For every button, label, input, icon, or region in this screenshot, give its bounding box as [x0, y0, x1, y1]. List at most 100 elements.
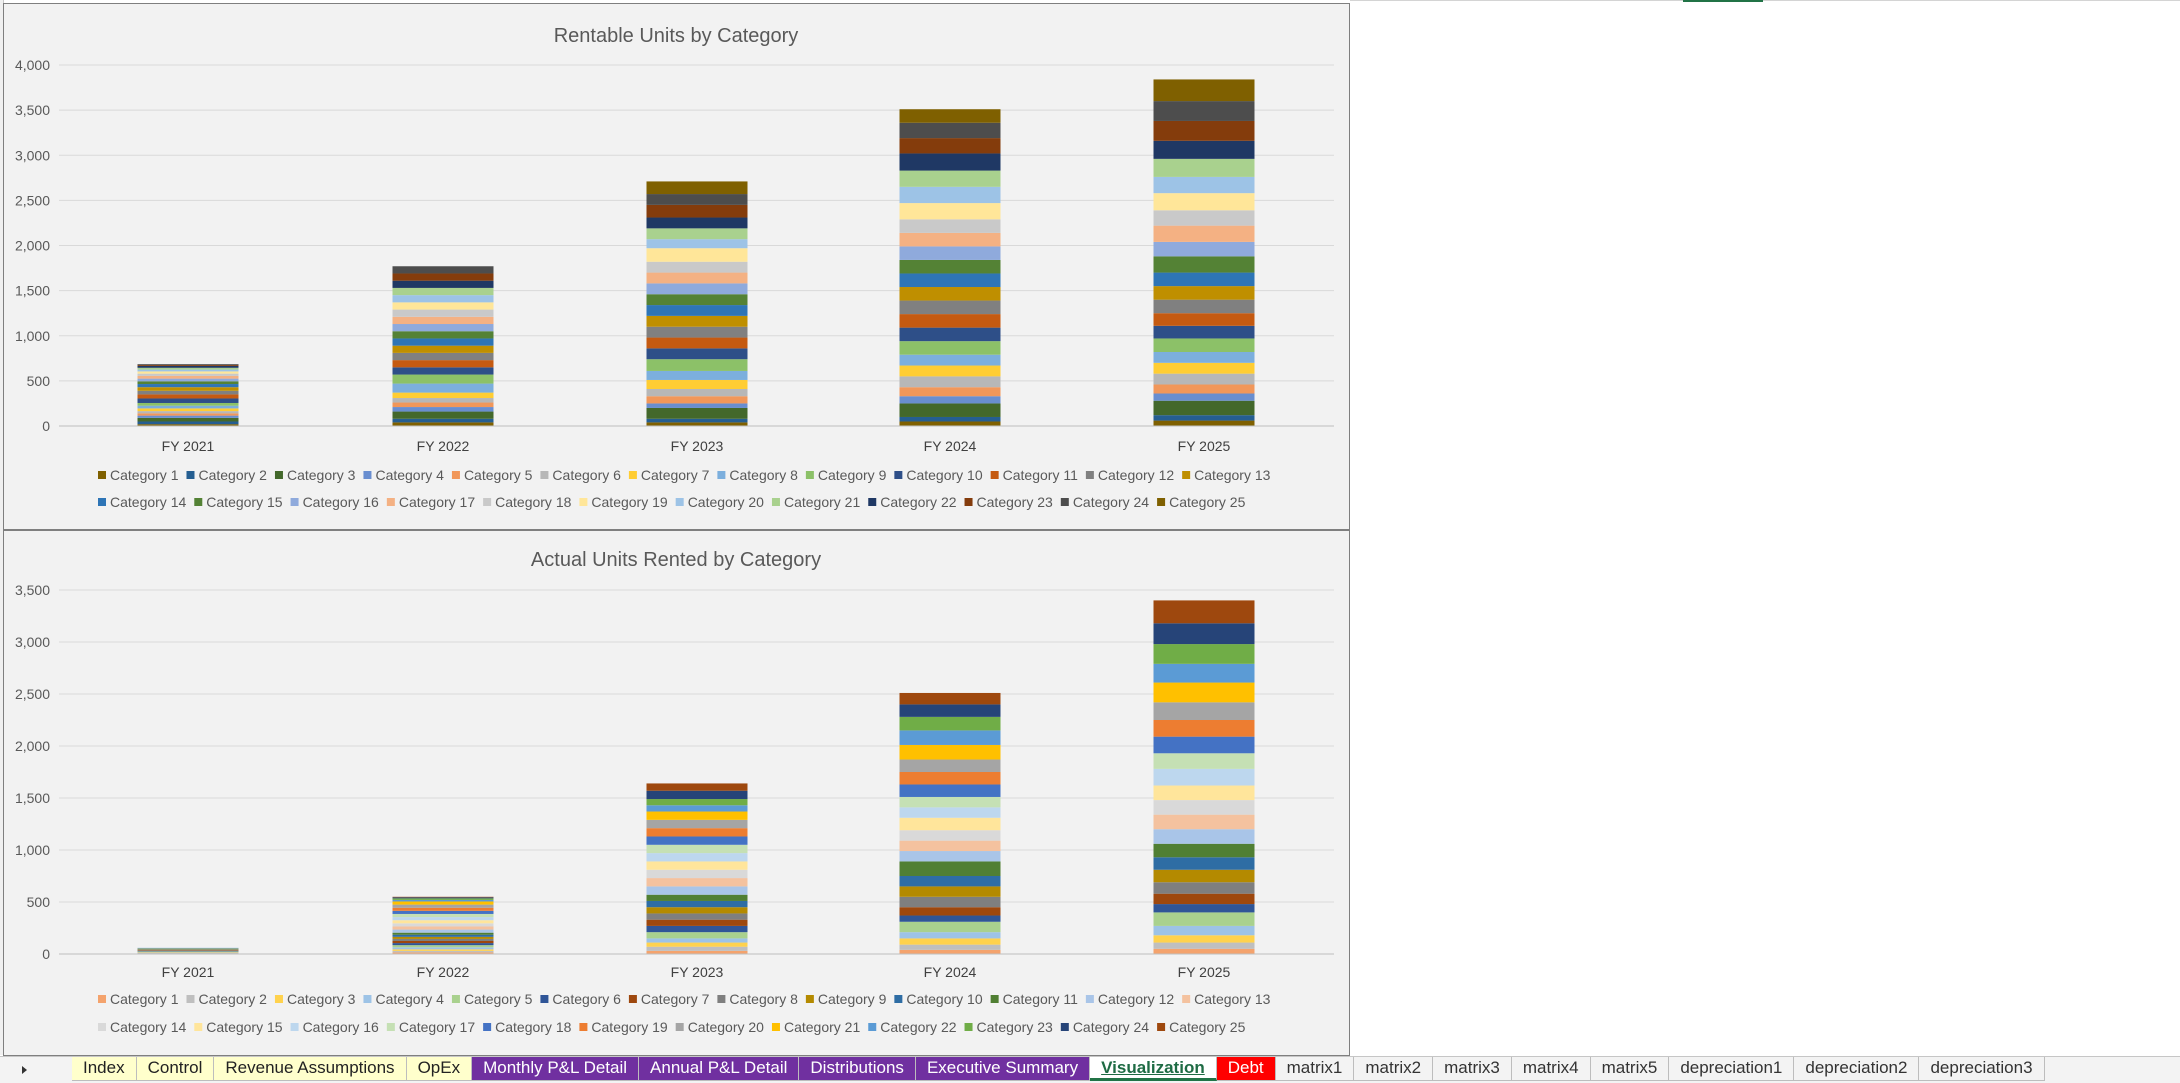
bar-segment[interactable] — [646, 407, 748, 419]
bar-segment[interactable] — [899, 851, 1001, 862]
bar-segment[interactable] — [1153, 800, 1255, 815]
bar-segment[interactable] — [646, 239, 748, 249]
bar-segment[interactable] — [646, 853, 748, 862]
bar-segment[interactable] — [1153, 925, 1255, 936]
bar-segment[interactable] — [1153, 600, 1255, 624]
legend-entry[interactable]: Category 17 — [399, 494, 475, 510]
bar-segment[interactable] — [899, 232, 1001, 247]
bar-segment[interactable] — [1153, 225, 1255, 242]
bar-segment[interactable] — [646, 913, 748, 920]
bar-segment[interactable] — [646, 305, 748, 316]
legend-entry[interactable]: Category 14 — [110, 494, 186, 510]
bar-segment[interactable] — [392, 917, 494, 921]
bar-segment[interactable] — [137, 408, 239, 412]
bar-segment[interactable] — [137, 947, 239, 949]
bar-segment[interactable] — [137, 948, 239, 949]
bar-segment[interactable] — [646, 950, 748, 954]
legend-entry[interactable]: Category 25 — [1169, 494, 1245, 510]
bar-segment[interactable] — [137, 949, 239, 951]
sheet-tab[interactable]: Index — [72, 1057, 137, 1081]
bar-segment[interactable] — [899, 730, 1001, 745]
legend-entry[interactable]: Category 11 — [1003, 467, 1078, 483]
bar-segment[interactable] — [137, 365, 239, 366]
bar-segment[interactable] — [899, 949, 1001, 954]
legend-entry[interactable]: Category 13 — [1194, 467, 1270, 483]
bar-segment[interactable] — [1153, 720, 1255, 737]
sheet-tab[interactable]: OpEx — [406, 1057, 473, 1081]
bar-segment[interactable] — [899, 932, 1001, 939]
sheet-scroll-right-button[interactable] — [0, 1057, 56, 1083]
bar-segment[interactable] — [899, 122, 1001, 139]
bar-segment[interactable] — [137, 390, 239, 395]
bar-segment[interactable] — [899, 896, 1001, 908]
bar-segment[interactable] — [646, 844, 748, 854]
bar-segment[interactable] — [899, 314, 1001, 328]
bar-segment[interactable] — [899, 784, 1001, 797]
legend-entry[interactable]: Category 6 — [552, 467, 621, 483]
sheet-tab[interactable]: Distributions — [799, 1057, 916, 1081]
bar-segment[interactable] — [646, 422, 748, 426]
bar-segment[interactable] — [646, 811, 748, 820]
legend-entry[interactable]: Category 10 — [906, 467, 982, 483]
bar-segment[interactable] — [392, 938, 494, 941]
sheet-tab[interactable]: Monthly P&L Detail — [472, 1057, 640, 1081]
bar-segment[interactable] — [646, 248, 748, 262]
sheet-tab[interactable]: depreciation1 — [1669, 1057, 1795, 1081]
bar-segment[interactable] — [1153, 882, 1255, 894]
bar-segment[interactable] — [899, 109, 1001, 123]
bar-segment[interactable] — [1153, 158, 1255, 177]
legend-entry[interactable]: Category 15 — [206, 1019, 282, 1035]
bar-segment[interactable] — [899, 327, 1001, 342]
bar-segment[interactable] — [646, 204, 748, 218]
chart-rentable-units[interactable]: Rentable Units by Category 0 500 1,000 1,50… — [3, 3, 1350, 530]
legend-entry[interactable]: Category 3 — [287, 991, 356, 1007]
bar-segment[interactable] — [1153, 420, 1255, 426]
legend-entry[interactable]: Category 3 — [287, 467, 356, 483]
bar-segment[interactable] — [646, 900, 748, 908]
bar-segment[interactable] — [1153, 843, 1255, 858]
bar-segment[interactable] — [899, 944, 1001, 950]
bar-segment[interactable] — [1153, 400, 1255, 416]
bar-segment[interactable] — [392, 897, 494, 899]
bar-segment[interactable] — [899, 772, 1001, 785]
bar-segment[interactable] — [392, 287, 494, 296]
bar-segment[interactable] — [137, 398, 239, 403]
bar-segment[interactable] — [137, 951, 239, 953]
bar-segment[interactable] — [392, 338, 494, 346]
legend-entry[interactable]: Category 20 — [688, 1019, 764, 1035]
bar-segment[interactable] — [137, 951, 239, 952]
bar-segment[interactable] — [1153, 140, 1255, 159]
bar-segment[interactable] — [392, 266, 494, 274]
bar-segment[interactable] — [646, 828, 748, 837]
bar-segment[interactable] — [392, 932, 494, 935]
bar-segment[interactable] — [899, 396, 1001, 404]
bar-segment[interactable] — [646, 869, 748, 879]
bar-segment[interactable] — [392, 402, 494, 408]
bar-segment[interactable] — [392, 898, 494, 900]
bar-segment[interactable] — [1153, 768, 1255, 786]
bar-segment[interactable] — [646, 337, 748, 349]
legend-entry[interactable]: Category 10 — [906, 991, 982, 1007]
sheet-tab[interactable]: matrix3 — [1433, 1057, 1512, 1081]
bar-segment[interactable] — [392, 280, 494, 288]
bar-segment[interactable] — [392, 950, 494, 953]
bar-segment[interactable] — [646, 946, 748, 951]
bar-segment[interactable] — [1153, 299, 1255, 314]
bar-segment[interactable] — [392, 418, 494, 423]
bar-segment[interactable] — [137, 369, 239, 372]
bar-segment[interactable] — [646, 388, 748, 397]
bar-segment[interactable] — [646, 181, 748, 195]
bar-segment[interactable] — [137, 402, 239, 406]
bar-segment[interactable] — [392, 331, 494, 339]
bar-segment[interactable] — [392, 952, 494, 954]
bar-segment[interactable] — [1153, 623, 1255, 645]
bar-segment[interactable] — [392, 367, 494, 375]
bar-segment[interactable] — [899, 300, 1001, 315]
bar-segment[interactable] — [646, 925, 748, 933]
bar-segment[interactable] — [646, 919, 748, 926]
bar-segment[interactable] — [1153, 814, 1255, 830]
legend-entry[interactable]: Category 18 — [495, 494, 571, 510]
bar-segment[interactable] — [392, 907, 494, 911]
bar-segment[interactable] — [1153, 682, 1255, 703]
legend-entry[interactable]: Category 21 — [784, 1019, 860, 1035]
